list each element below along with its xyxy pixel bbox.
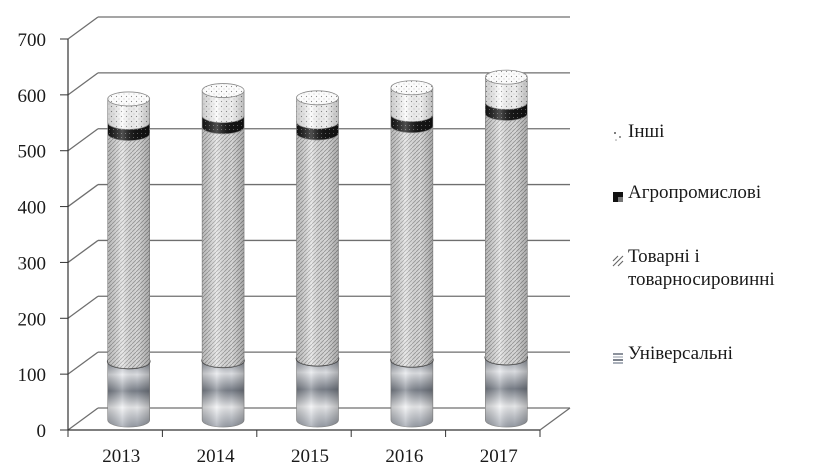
- bar-segment-shade: [390, 114, 433, 133]
- x-tick-labels: 2013 2014 2015 2016 2017: [102, 446, 518, 467]
- y-tick-labels: 0 100 200 300 400 500 600 700: [18, 30, 47, 442]
- gridline-depth: [67, 72, 99, 96]
- bar-segment-shade: [485, 113, 528, 365]
- hatch-swatch-icon: [612, 250, 624, 267]
- bar-segment: [201, 83, 245, 123]
- bar-segment-shade: [202, 126, 245, 368]
- bar-segment: [296, 90, 339, 130]
- bar-segment-shade: [296, 121, 339, 140]
- dots-swatch-icon: [612, 125, 624, 141]
- y-tick-label: 200: [18, 309, 47, 330]
- gridline-depth: [67, 239, 99, 263]
- bar-segment-shade: [390, 359, 433, 428]
- x-tick-label: 2016: [385, 446, 423, 467]
- bar-top-cap: [484, 69, 528, 85]
- y-tick-label: 0: [37, 421, 47, 442]
- bar-segment: [390, 351, 434, 428]
- y-tick-label: 700: [18, 30, 47, 51]
- bar-segment-shade: [485, 77, 528, 110]
- gridline-depth: [67, 128, 99, 152]
- bar-stack: [484, 69, 529, 428]
- legend-label-agro: Агропромислові: [628, 182, 762, 203]
- x-tick-label: 2013: [102, 446, 140, 467]
- axes: [60, 38, 571, 437]
- bar-segment-shade: [296, 358, 339, 428]
- bar-segment: [107, 133, 150, 369]
- bar-segment-shade: [390, 87, 433, 122]
- legend-item-agro: Агропромислові: [612, 181, 761, 204]
- bar-segment: [296, 132, 339, 366]
- legend-item-other: Інші: [612, 120, 664, 143]
- bar-segment: [107, 91, 151, 130]
- bar-stack: [390, 80, 434, 428]
- bar-segment-shade: [107, 98, 150, 130]
- x-tick-label: 2017: [480, 446, 518, 467]
- solid-swatch-icon: [612, 186, 624, 202]
- bar-segment-shade: [107, 122, 150, 141]
- bar-segment: [485, 113, 528, 365]
- bar-top-cap: [201, 83, 245, 98]
- gridline-depth: [67, 16, 99, 40]
- bar-segment: [390, 125, 434, 368]
- y-tick-label: 100: [18, 365, 47, 386]
- stripes-swatch-icon: [612, 347, 624, 364]
- bar-segment-shade: [296, 132, 339, 366]
- bar-segment: [484, 349, 529, 428]
- bars: [106, 69, 529, 428]
- bar-segment-shade: [107, 133, 150, 369]
- bar-segment: [295, 350, 340, 428]
- y-tick-label: 400: [18, 198, 47, 219]
- bar-segment: [484, 69, 528, 110]
- bar-segment: [201, 126, 245, 368]
- bar-segment-shade: [485, 357, 528, 428]
- gridline-depth: [67, 184, 99, 208]
- bar-segment-shade: [485, 102, 528, 121]
- bar-stack: [106, 91, 151, 428]
- y-tick-label: 300: [18, 253, 47, 274]
- bar-stack: [295, 90, 340, 428]
- legend-label-univ: Універсальні: [628, 343, 733, 364]
- bar-segment: [201, 352, 245, 428]
- legend-label-tovarni: Товарні і товарносировинні: [628, 246, 775, 290]
- legend-item-tovarni: Товарні і товарносировинні: [612, 245, 808, 291]
- bar-top-cap: [390, 80, 434, 96]
- bar-top-cap: [107, 91, 151, 107]
- gridline-depth: [67, 351, 99, 375]
- legend-label-other: Інші: [628, 121, 665, 142]
- x-tick-label: 2015: [291, 446, 329, 467]
- bar-segment-shade: [107, 361, 150, 428]
- legend-item-univ: Універсальні: [612, 342, 733, 365]
- floor-edge: [539, 407, 571, 431]
- gridline-depth: [67, 295, 99, 319]
- bar-segment: [390, 80, 434, 122]
- bar-segment-shade: [296, 97, 339, 129]
- x-tick-label: 2014: [197, 446, 236, 467]
- bar-top-cap: [296, 90, 339, 106]
- bar-segment-shade: [202, 360, 245, 428]
- bar-segment-shade: [202, 115, 245, 134]
- bar-segment-shade: [390, 125, 433, 367]
- gridline-depth: [67, 407, 99, 431]
- bar-segment-shade: [202, 90, 245, 123]
- y-tick-label: 600: [18, 86, 47, 107]
- bar-stack: [201, 83, 245, 428]
- y-tick-label: 500: [18, 142, 47, 163]
